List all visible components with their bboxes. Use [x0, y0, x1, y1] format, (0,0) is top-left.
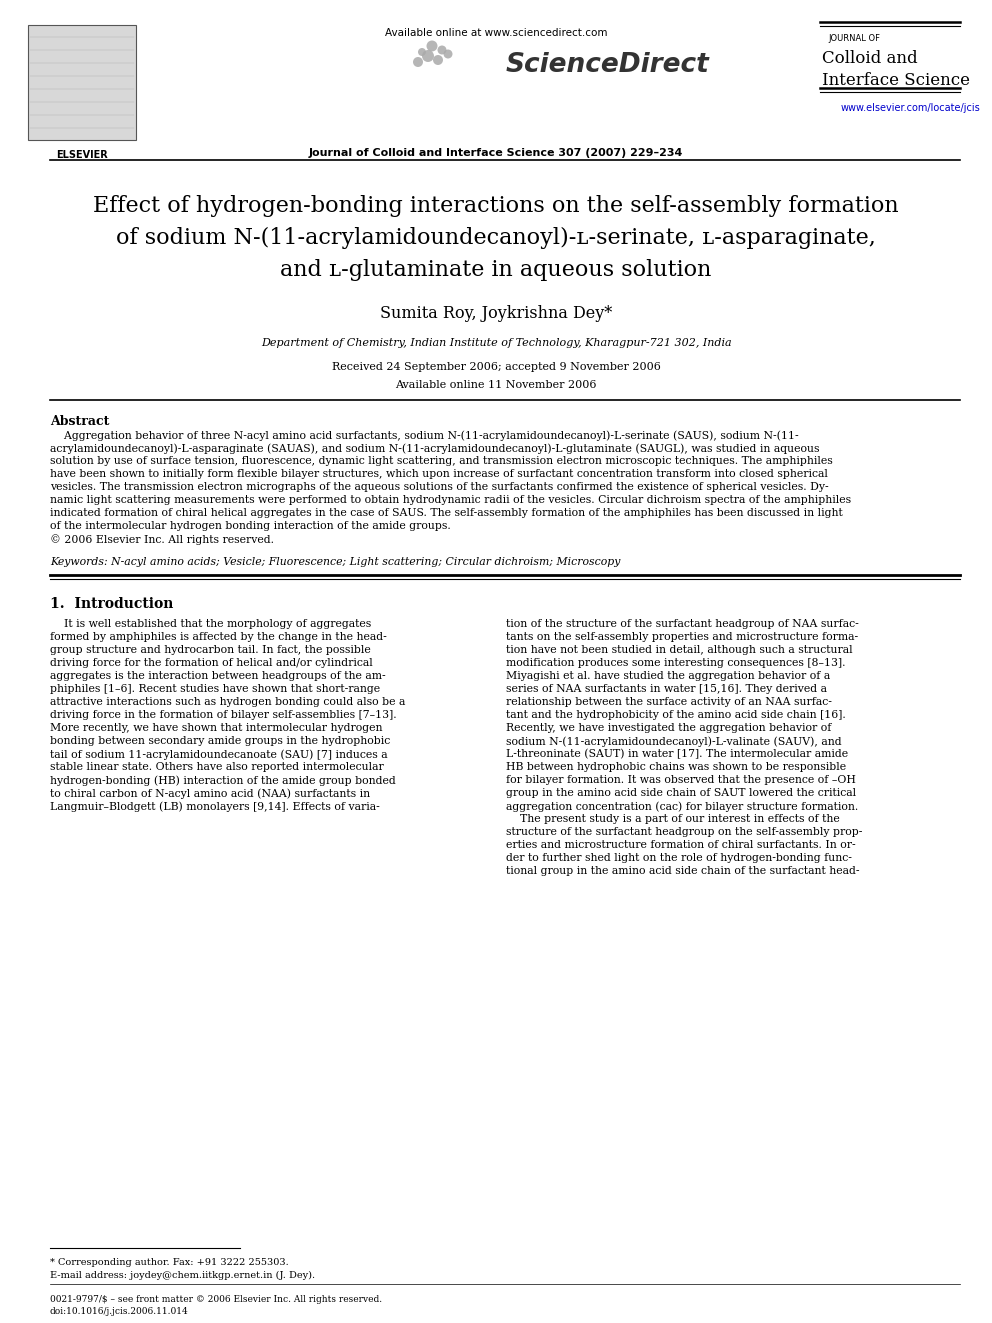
Circle shape	[427, 41, 437, 52]
Circle shape	[413, 57, 423, 67]
Text: tail of sodium 11-acrylamidoundecanoate (SAU) [7] induces a: tail of sodium 11-acrylamidoundecanoate …	[50, 749, 388, 759]
Text: namic light scattering measurements were performed to obtain hydrodynamic radii : namic light scattering measurements were…	[50, 495, 851, 505]
Circle shape	[443, 49, 452, 58]
Text: tion of the structure of the surfactant headgroup of NAA surfac-: tion of the structure of the surfactant …	[506, 619, 859, 628]
Text: aggregates is the interaction between headgroups of the am-: aggregates is the interaction between he…	[50, 671, 386, 681]
Text: driving force for the formation of helical and/or cylindrical: driving force for the formation of helic…	[50, 658, 373, 668]
Text: 0021-9797/$ – see front matter © 2006 Elsevier Inc. All rights reserved.: 0021-9797/$ – see front matter © 2006 El…	[50, 1295, 382, 1304]
Text: to chiral carbon of N-acyl amino acid (NAA) surfactants in: to chiral carbon of N-acyl amino acid (N…	[50, 789, 370, 799]
Text: * Corresponding author. Fax: +91 3222 255303.: * Corresponding author. Fax: +91 3222 25…	[50, 1258, 289, 1267]
Text: L-threoninate (SAUT) in water [17]. The intermolecular amide: L-threoninate (SAUT) in water [17]. The …	[506, 749, 848, 759]
Text: solution by use of surface tension, fluorescence, dynamic light scattering, and : solution by use of surface tension, fluo…	[50, 456, 832, 466]
Text: aggregation concentration (cac) for bilayer structure formation.: aggregation concentration (cac) for bila…	[506, 800, 858, 811]
Text: phiphiles [1–6]. Recent studies have shown that short-range: phiphiles [1–6]. Recent studies have sho…	[50, 684, 380, 695]
Text: © 2006 Elsevier Inc. All rights reserved.: © 2006 Elsevier Inc. All rights reserved…	[50, 534, 274, 545]
Text: 1.  Introduction: 1. Introduction	[50, 597, 174, 611]
Text: driving force in the formation of bilayer self-assemblies [7–13].: driving force in the formation of bilaye…	[50, 710, 397, 720]
Text: modification produces some interesting consequences [8–13].: modification produces some interesting c…	[506, 658, 845, 668]
Text: bonding between secondary amide groups in the hydrophobic: bonding between secondary amide groups i…	[50, 736, 390, 746]
Text: Department of Chemistry, Indian Institute of Technology, Kharagpur-721 302, Indi: Department of Chemistry, Indian Institut…	[261, 337, 731, 348]
Text: It is well established that the morphology of aggregates: It is well established that the morpholo…	[50, 619, 371, 628]
Text: Sumita Roy, Joykrishna Dey*: Sumita Roy, Joykrishna Dey*	[380, 306, 612, 321]
Text: attractive interactions such as hydrogen bonding could also be a: attractive interactions such as hydrogen…	[50, 697, 406, 706]
Text: Available online 11 November 2006: Available online 11 November 2006	[395, 380, 597, 390]
Text: doi:10.1016/j.jcis.2006.11.014: doi:10.1016/j.jcis.2006.11.014	[50, 1307, 188, 1316]
Text: of the intermolecular hydrogen bonding interaction of the amide groups.: of the intermolecular hydrogen bonding i…	[50, 521, 450, 531]
Circle shape	[433, 56, 443, 65]
Text: erties and microstructure formation of chiral surfactants. In or-: erties and microstructure formation of c…	[506, 840, 856, 849]
Text: tants on the self-assembly properties and microstructure forma-: tants on the self-assembly properties an…	[506, 632, 858, 642]
Text: E-mail address: joydey@chem.iitkgp.ernet.in (J. Dey).: E-mail address: joydey@chem.iitkgp.ernet…	[50, 1271, 315, 1281]
Text: tional group in the amino acid side chain of the surfactant head-: tional group in the amino acid side chai…	[506, 867, 859, 876]
Text: formed by amphiphiles is affected by the change in the head-: formed by amphiphiles is affected by the…	[50, 632, 387, 642]
Text: Recently, we have investigated the aggregation behavior of: Recently, we have investigated the aggre…	[506, 722, 831, 733]
Text: www.elsevier.com/locate/jcis: www.elsevier.com/locate/jcis	[840, 103, 980, 112]
Text: Miyagishi et al. have studied the aggregation behavior of a: Miyagishi et al. have studied the aggreg…	[506, 671, 830, 681]
Text: tant and the hydrophobicity of the amino acid side chain [16].: tant and the hydrophobicity of the amino…	[506, 710, 846, 720]
Text: JOURNAL OF: JOURNAL OF	[828, 34, 880, 44]
Circle shape	[422, 50, 434, 62]
Text: group structure and hydrocarbon tail. In fact, the possible: group structure and hydrocarbon tail. In…	[50, 646, 371, 655]
Text: hydrogen-bonding (HB) interaction of the amide group bonded: hydrogen-bonding (HB) interaction of the…	[50, 775, 396, 786]
Text: ScienceDirect: ScienceDirect	[506, 52, 709, 78]
Text: tion have not been studied in detail, although such a structural: tion have not been studied in detail, al…	[506, 646, 853, 655]
Text: Langmuir–Blodgett (LB) monolayers [9,14]. Effects of varia-: Langmuir–Blodgett (LB) monolayers [9,14]…	[50, 800, 380, 811]
Text: series of NAA surfactants in water [15,16]. They derived a: series of NAA surfactants in water [15,1…	[506, 684, 827, 695]
Bar	[28, 25, 136, 140]
Text: and ʟ-glutaminate in aqueous solution: and ʟ-glutaminate in aqueous solution	[281, 259, 711, 280]
Text: HB between hydrophobic chains was shown to be responsible: HB between hydrophobic chains was shown …	[506, 762, 846, 773]
Text: More recently, we have shown that intermolecular hydrogen: More recently, we have shown that interm…	[50, 722, 383, 733]
Text: Received 24 September 2006; accepted 9 November 2006: Received 24 September 2006; accepted 9 N…	[331, 363, 661, 372]
Text: stable linear state. Others have also reported intermolecular: stable linear state. Others have also re…	[50, 762, 384, 773]
Text: structure of the surfactant headgroup on the self-assembly prop-: structure of the surfactant headgroup on…	[506, 827, 862, 837]
Text: Effect of hydrogen-bonding interactions on the self-assembly formation: Effect of hydrogen-bonding interactions …	[93, 194, 899, 217]
Text: Colloid and: Colloid and	[822, 50, 918, 67]
Text: acrylamidoundecanoyl)-L-asparaginate (SAUAS), and sodium N-(11-acrylamidoundecan: acrylamidoundecanoyl)-L-asparaginate (SA…	[50, 443, 819, 454]
Text: of sodium N-(11-acrylamidoundecanoyl)-ʟ-serinate, ʟ-asparaginate,: of sodium N-(11-acrylamidoundecanoyl)-ʟ-…	[116, 228, 876, 249]
Text: Interface Science: Interface Science	[822, 71, 970, 89]
Text: der to further shed light on the role of hydrogen-bonding func-: der to further shed light on the role of…	[506, 853, 852, 863]
Text: vesicles. The transmission electron micrographs of the aqueous solutions of the : vesicles. The transmission electron micr…	[50, 482, 828, 492]
Text: for bilayer formation. It was observed that the presence of –OH: for bilayer formation. It was observed t…	[506, 775, 856, 785]
Text: indicated formation of chiral helical aggregates in the case of SAUS. The self-a: indicated formation of chiral helical ag…	[50, 508, 843, 519]
Text: have been shown to initially form flexible bilayer structures, which upon increa: have been shown to initially form flexib…	[50, 468, 828, 479]
Text: Keywords: N-acyl amino acids; Vesicle; Fluorescence; Light scattering; Circular : Keywords: N-acyl amino acids; Vesicle; F…	[50, 557, 620, 568]
Circle shape	[418, 48, 426, 56]
Text: The present study is a part of our interest in effects of the: The present study is a part of our inter…	[506, 814, 840, 824]
Text: sodium N-(11-acrylamidoundecanoyl)-L-valinate (SAUV), and: sodium N-(11-acrylamidoundecanoyl)-L-val…	[506, 736, 841, 746]
Text: Abstract: Abstract	[50, 415, 109, 429]
Text: relationship between the surface activity of an NAA surfac-: relationship between the surface activit…	[506, 697, 832, 706]
Text: Journal of Colloid and Interface Science 307 (2007) 229–234: Journal of Colloid and Interface Science…	[309, 148, 683, 157]
Text: Available online at www.sciencedirect.com: Available online at www.sciencedirect.co…	[385, 28, 607, 38]
Text: ELSEVIER: ELSEVIER	[57, 149, 108, 160]
Text: Aggregation behavior of three N-acyl amino acid surfactants, sodium N-(11-acryla: Aggregation behavior of three N-acyl ami…	[50, 430, 799, 441]
Text: group in the amino acid side chain of SAUT lowered the critical: group in the amino acid side chain of SA…	[506, 789, 856, 798]
Circle shape	[437, 45, 446, 54]
